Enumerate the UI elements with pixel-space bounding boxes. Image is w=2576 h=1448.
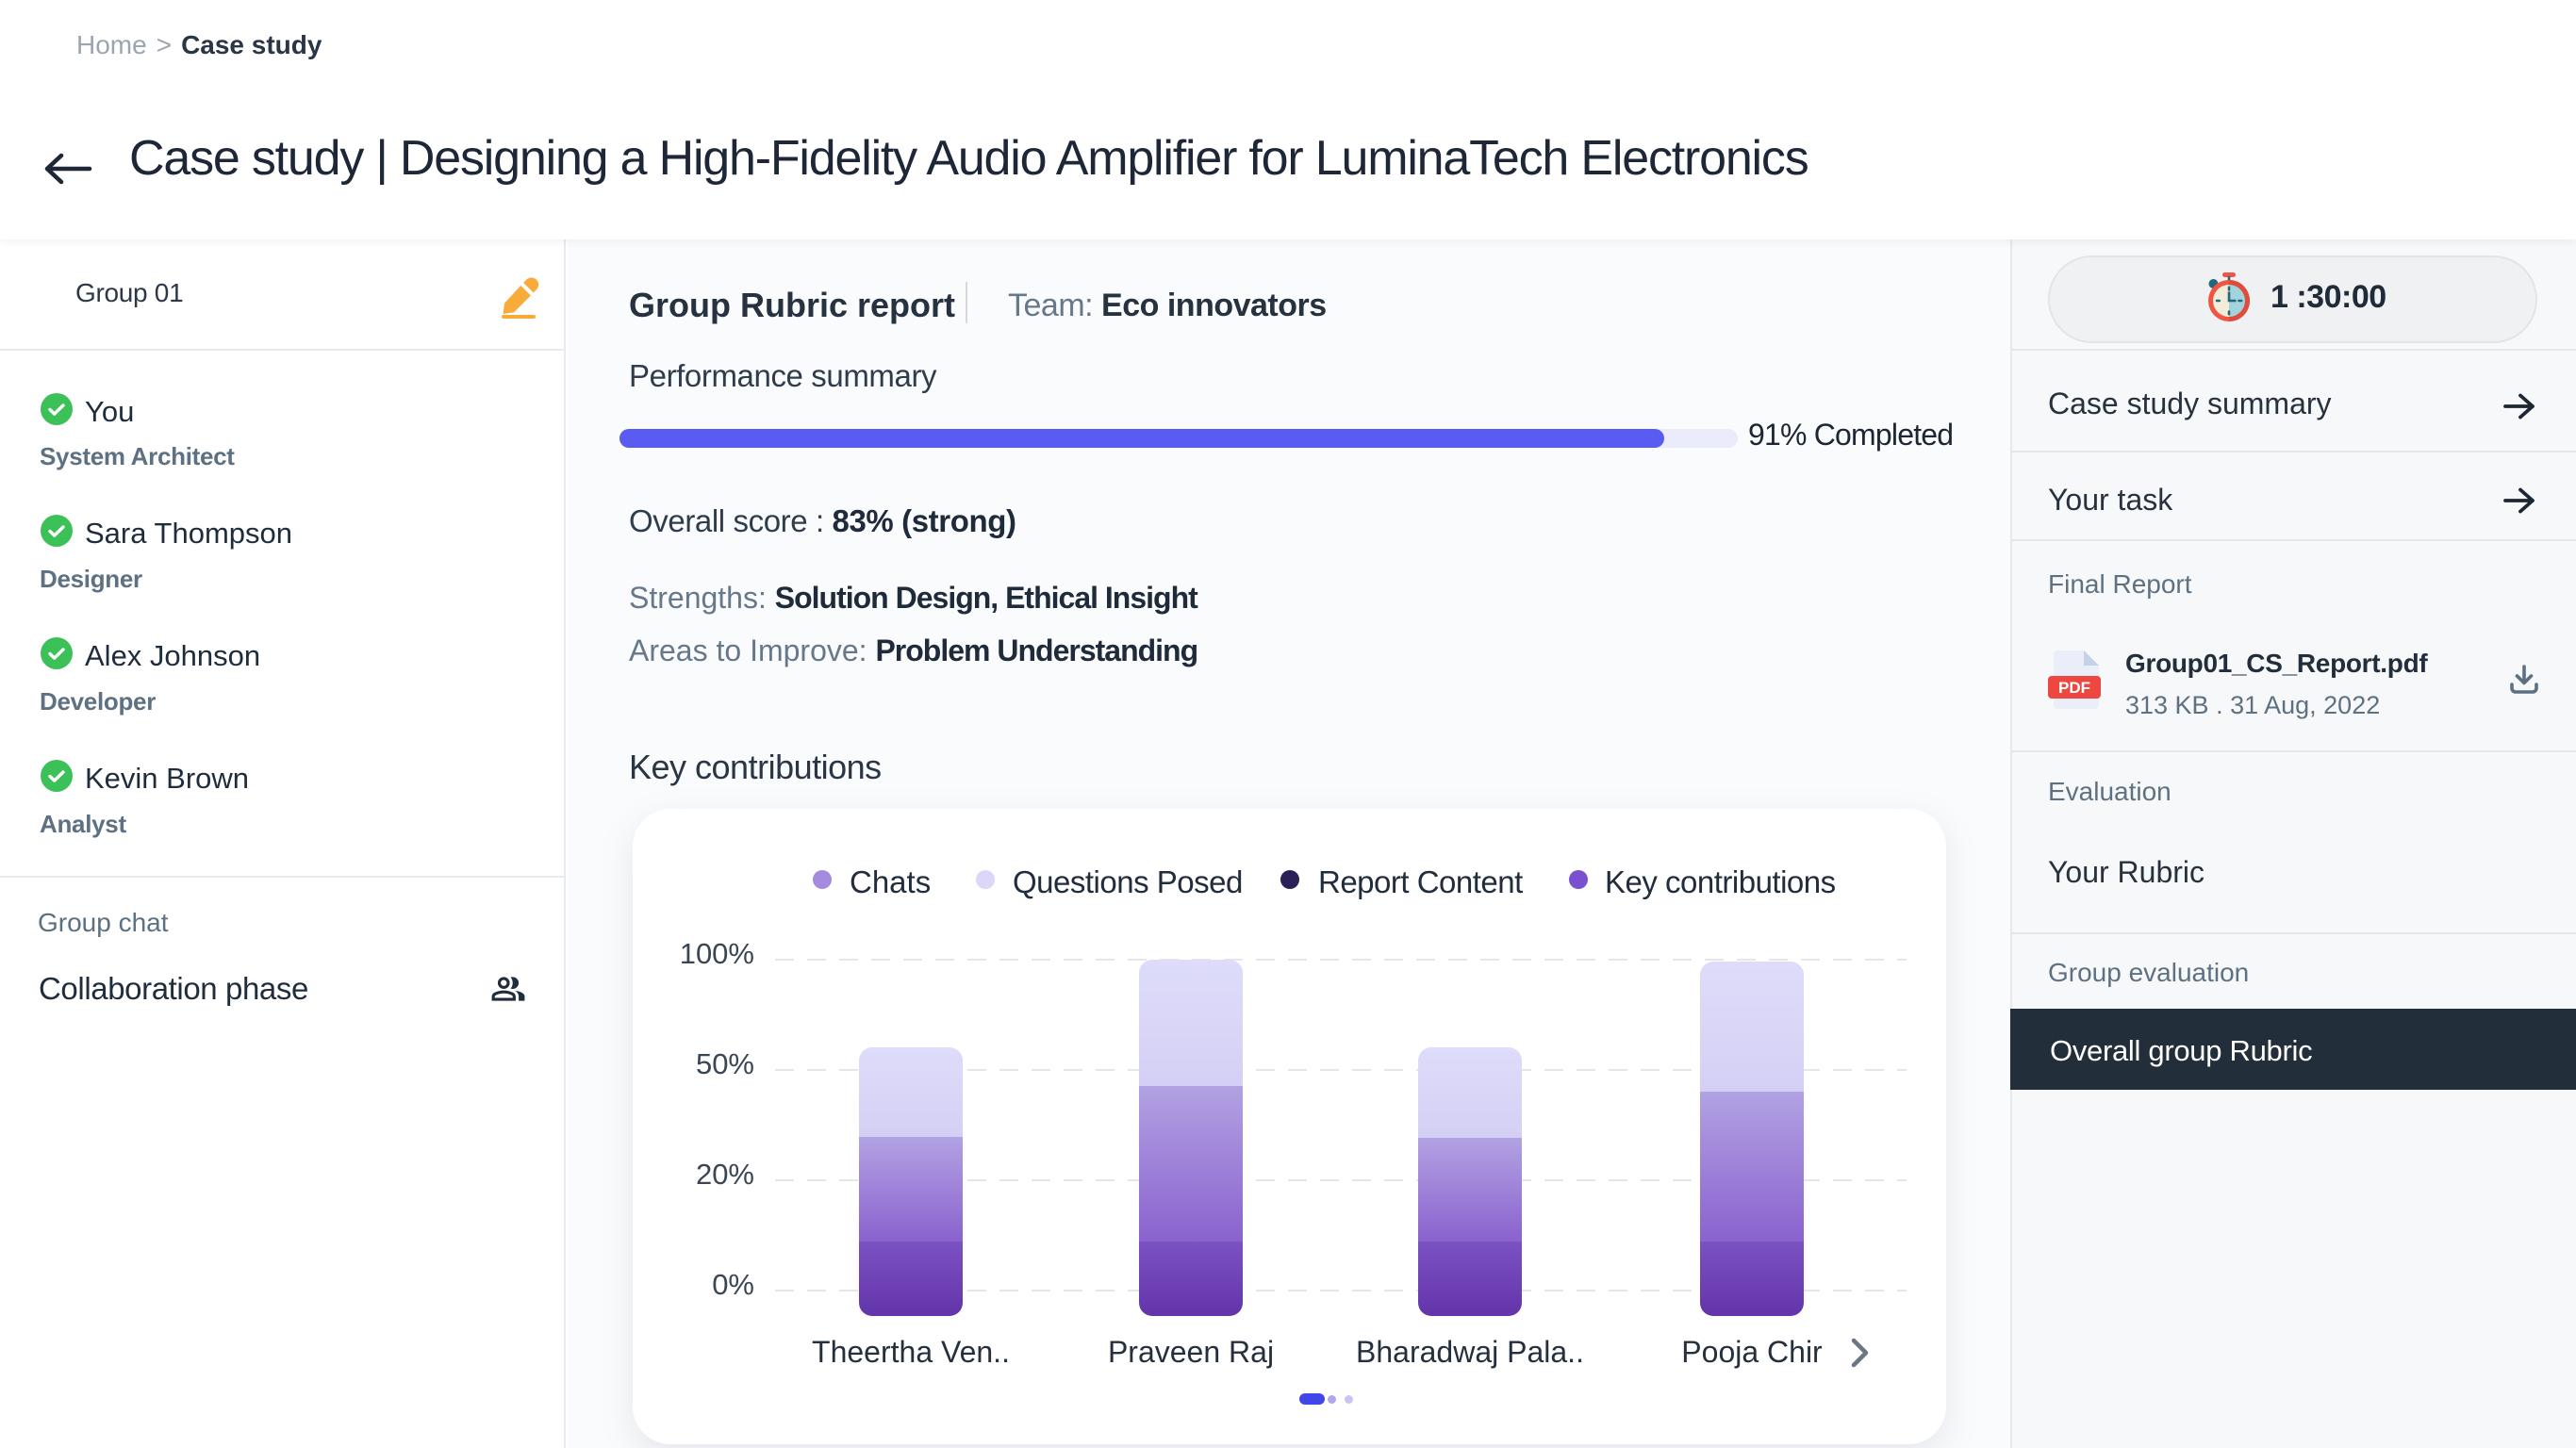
svg-text:PDF: PDF xyxy=(2058,679,2090,697)
